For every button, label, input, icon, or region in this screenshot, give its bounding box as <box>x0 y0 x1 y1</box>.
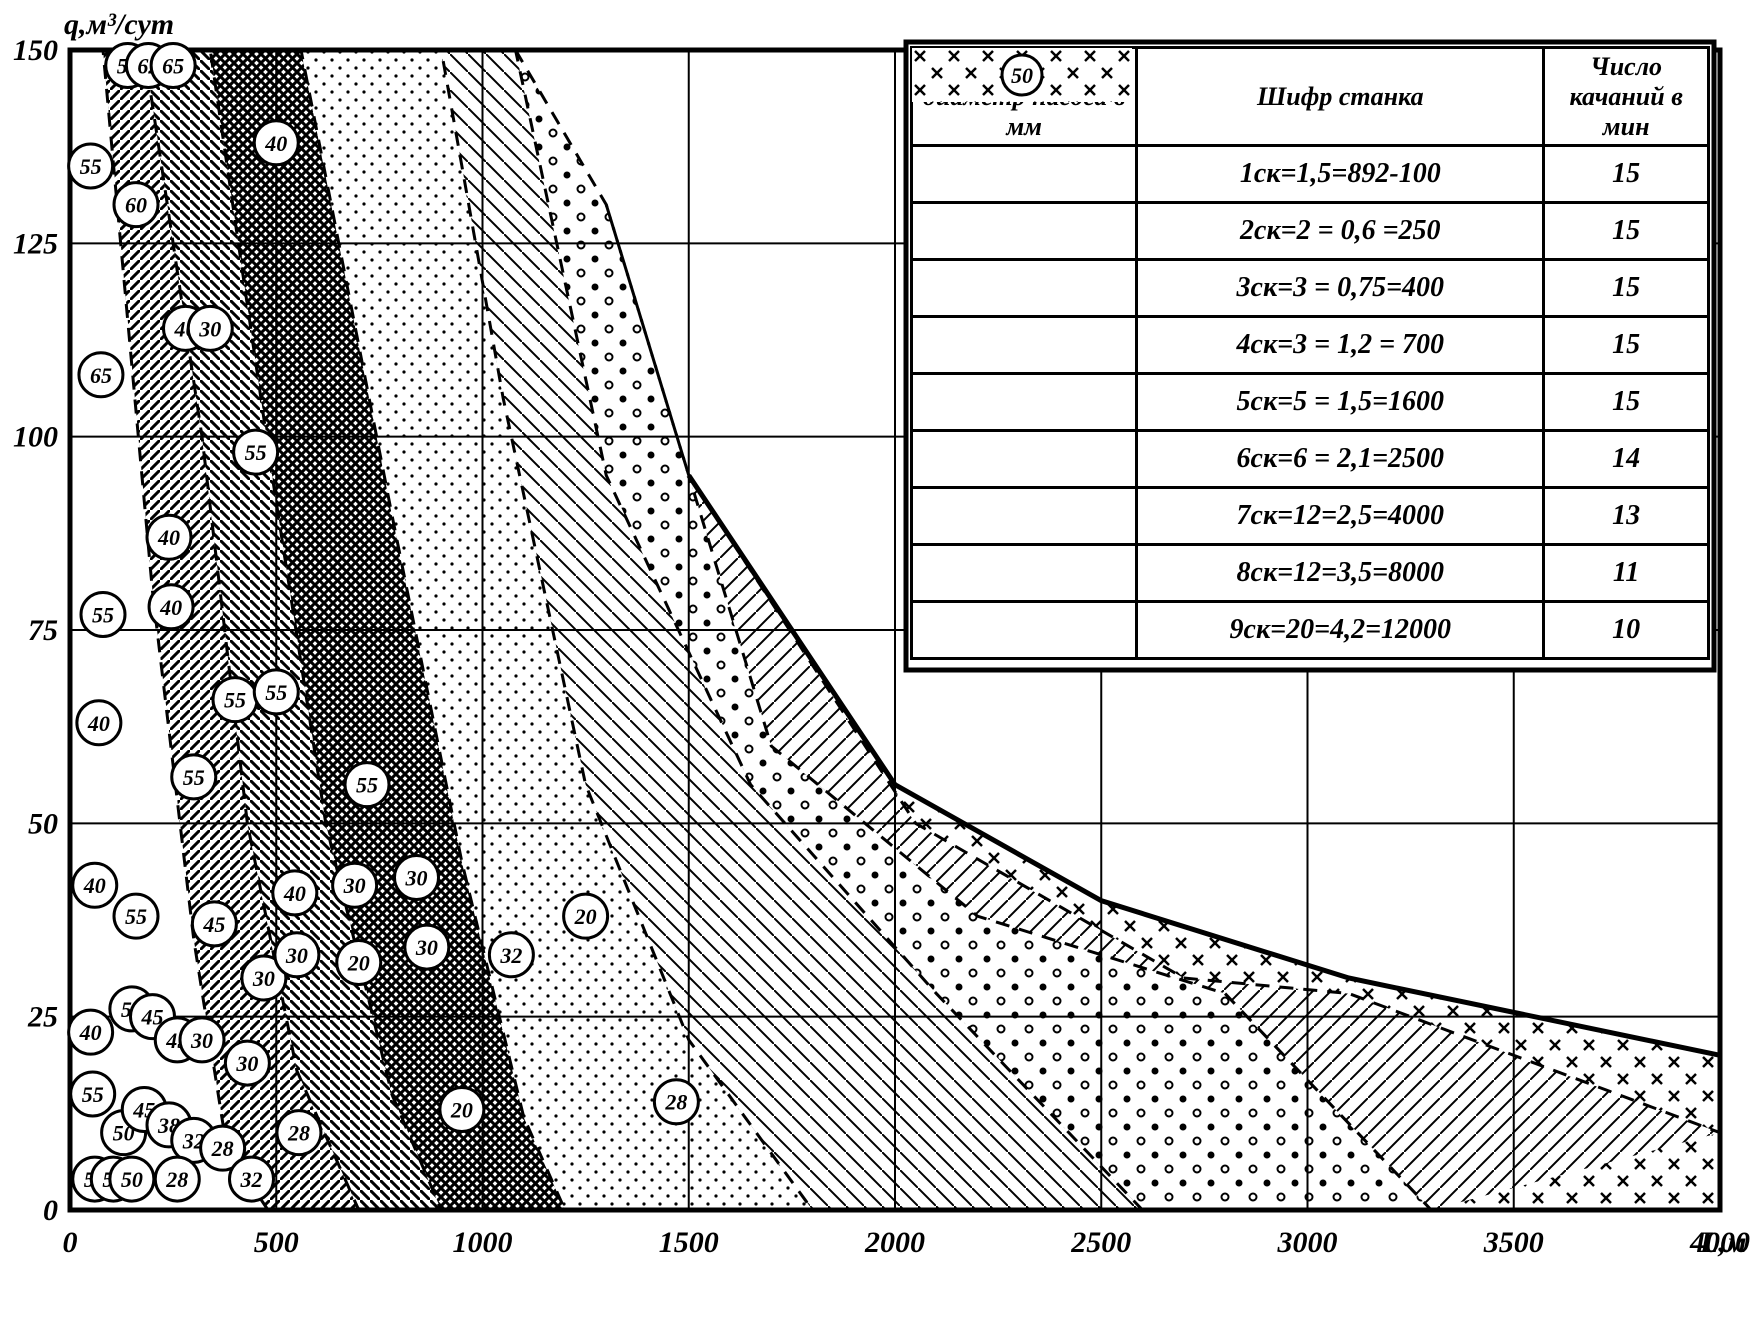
svg-text:40: 40 <box>283 881 306 906</box>
svg-text:0: 0 <box>43 1194 58 1227</box>
svg-text:40: 40 <box>157 525 180 550</box>
svg-text:55: 55 <box>80 154 102 179</box>
svg-text:55: 55 <box>92 603 114 628</box>
svg-text:30: 30 <box>235 1051 258 1076</box>
svg-text:55: 55 <box>265 680 287 705</box>
svg-text:30: 30 <box>285 943 308 968</box>
svg-text:0: 0 <box>63 1226 78 1259</box>
svg-text:40: 40 <box>264 131 287 156</box>
svg-text:100: 100 <box>13 421 58 454</box>
svg-text:28: 28 <box>287 1121 310 1146</box>
svg-text:2000: 2000 <box>864 1226 925 1259</box>
svg-text:1500: 1500 <box>659 1226 719 1259</box>
svg-text:3500: 3500 <box>1483 1226 1544 1259</box>
svg-text:28: 28 <box>211 1136 234 1161</box>
svg-text:32: 32 <box>240 1167 263 1192</box>
svg-text:30: 30 <box>190 1028 213 1053</box>
svg-text:30: 30 <box>415 935 438 960</box>
svg-text:25: 25 <box>27 1001 58 1034</box>
svg-text:30: 30 <box>252 966 275 991</box>
svg-text:50: 50 <box>121 1167 143 1192</box>
figure: 0500100015002000250030003500400002550751… <box>0 0 1758 1326</box>
svg-text:20: 20 <box>347 951 370 976</box>
svg-text:3000: 3000 <box>1277 1226 1338 1259</box>
svg-text:150: 150 <box>13 34 58 67</box>
svg-text:1000: 1000 <box>453 1226 513 1259</box>
svg-text:40: 40 <box>159 595 182 620</box>
svg-text:28: 28 <box>664 1090 687 1115</box>
svg-text:125: 125 <box>13 227 58 260</box>
svg-text:45: 45 <box>202 912 225 937</box>
svg-text:55: 55 <box>125 904 147 929</box>
svg-text:L,м: L,м <box>1699 1226 1746 1259</box>
svg-text:20: 20 <box>574 904 597 929</box>
svg-text:55: 55 <box>356 773 378 798</box>
svg-text:30: 30 <box>198 316 221 341</box>
legend-row: 509ск=20=4,2=1200010 <box>912 602 1709 659</box>
svg-text:500: 500 <box>254 1226 299 1259</box>
svg-text:65: 65 <box>162 53 184 78</box>
svg-text:40: 40 <box>83 873 106 898</box>
svg-text:65: 65 <box>90 363 112 388</box>
svg-text:40: 40 <box>79 1020 102 1045</box>
svg-text:20: 20 <box>450 1097 473 1122</box>
svg-text:60: 60 <box>125 193 147 218</box>
svg-text:2500: 2500 <box>1070 1226 1131 1259</box>
legend-swatch: 50 <box>912 602 1137 659</box>
svg-text:75: 75 <box>28 614 58 647</box>
svg-text:50: 50 <box>1011 63 1033 88</box>
svg-text:55: 55 <box>82 1082 104 1107</box>
svg-text:50: 50 <box>28 807 58 840</box>
svg-text:32: 32 <box>499 943 522 968</box>
svg-text:30: 30 <box>343 873 366 898</box>
svg-text:55: 55 <box>183 765 205 790</box>
legend-table: Зона станка и диаметр насоса в ммШифр ст… <box>910 46 1710 660</box>
svg-text:30: 30 <box>405 865 428 890</box>
svg-text:q,м³/сут: q,м³/сут <box>64 8 174 41</box>
svg-text:40: 40 <box>87 711 110 736</box>
svg-text:55: 55 <box>245 440 267 465</box>
svg-text:55: 55 <box>224 688 246 713</box>
svg-text:28: 28 <box>165 1167 188 1192</box>
